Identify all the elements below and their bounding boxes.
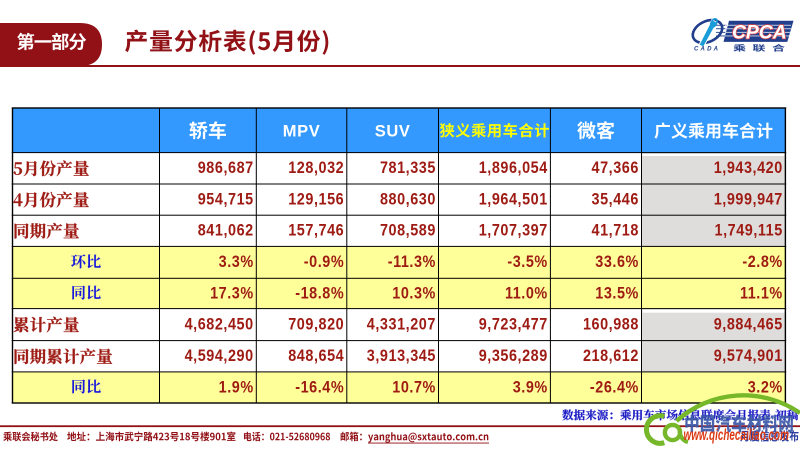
svg-text:10.3%: 10.3%	[392, 285, 436, 303]
svg-text:157,746: 157,746	[288, 222, 344, 240]
svg-text:9,574,901: 9,574,901	[714, 347, 783, 365]
svg-text:-3.5%: -3.5%	[507, 253, 547, 271]
svg-text:848,654: 848,654	[288, 347, 344, 365]
svg-text:-11.3%: -11.3%	[388, 253, 436, 271]
svg-text:709,820: 709,820	[288, 316, 344, 334]
svg-text:9,723,477: 9,723,477	[479, 316, 548, 334]
svg-text:11.1%: 11.1%	[740, 285, 783, 303]
svg-text:13.5%: 13.5%	[595, 285, 639, 303]
svg-text:9,356,289: 9,356,289	[479, 347, 548, 365]
svg-text:MPV: MPV	[283, 122, 321, 140]
svg-text:1,896,054: 1,896,054	[479, 159, 548, 177]
svg-text:986,687: 986,687	[198, 159, 254, 177]
svg-text:1,964,501: 1,964,501	[479, 191, 548, 209]
svg-text:4,682,450: 4,682,450	[185, 316, 254, 334]
svg-text:1,943,420: 1,943,420	[714, 159, 783, 177]
svg-text:160,988: 160,988	[583, 316, 639, 334]
svg-text:9,884,465: 9,884,465	[714, 316, 783, 334]
svg-text:880,630: 880,630	[380, 191, 436, 209]
svg-text:33.6%: 33.6%	[595, 253, 639, 271]
svg-text:17.3%: 17.3%	[210, 285, 254, 303]
svg-text:-18.8%: -18.8%	[295, 285, 344, 303]
svg-text:CADA: CADA	[694, 46, 720, 52]
svg-text:841,062: 841,062	[198, 222, 254, 240]
svg-text:35,446: 35,446	[592, 191, 639, 209]
svg-text:1,749,115: 1,749,115	[715, 222, 783, 240]
svg-text:11.0%: 11.0%	[505, 285, 548, 303]
svg-text:781,335: 781,335	[380, 159, 436, 177]
svg-text:47,366: 47,366	[592, 159, 639, 177]
svg-text:-16.4%: -16.4%	[295, 379, 344, 397]
svg-text:3.3%: 3.3%	[219, 253, 254, 271]
svg-text:-2.8%: -2.8%	[742, 253, 782, 271]
svg-text:218,612: 218,612	[583, 347, 639, 365]
svg-text:-0.9%: -0.9%	[304, 253, 344, 271]
svg-text:128,032: 128,032	[288, 159, 344, 177]
svg-text:3,913,345: 3,913,345	[367, 347, 436, 365]
svg-text:www.qichecailiao.com: www.qichecailiao.com	[684, 426, 790, 444]
svg-text:10.7%: 10.7%	[392, 379, 436, 397]
svg-text:3.9%: 3.9%	[513, 379, 548, 397]
svg-text:CPCA: CPCA	[732, 23, 787, 44]
svg-text:4,594,290: 4,594,290	[185, 347, 254, 365]
svg-text:1,707,397: 1,707,397	[479, 222, 548, 240]
svg-text:1.9%: 1.9%	[219, 379, 254, 397]
svg-text:SUV: SUV	[375, 122, 411, 140]
svg-text:1,999,947: 1,999,947	[714, 191, 783, 209]
svg-text:4,331,207: 4,331,207	[367, 316, 436, 334]
svg-text:129,156: 129,156	[288, 191, 344, 209]
svg-text:41,718: 41,718	[592, 222, 639, 240]
svg-text:954,715: 954,715	[198, 191, 254, 209]
svg-text:708,589: 708,589	[380, 222, 436, 240]
svg-text:-26.4%: -26.4%	[590, 379, 639, 397]
svg-text:3.2%: 3.2%	[748, 379, 783, 397]
